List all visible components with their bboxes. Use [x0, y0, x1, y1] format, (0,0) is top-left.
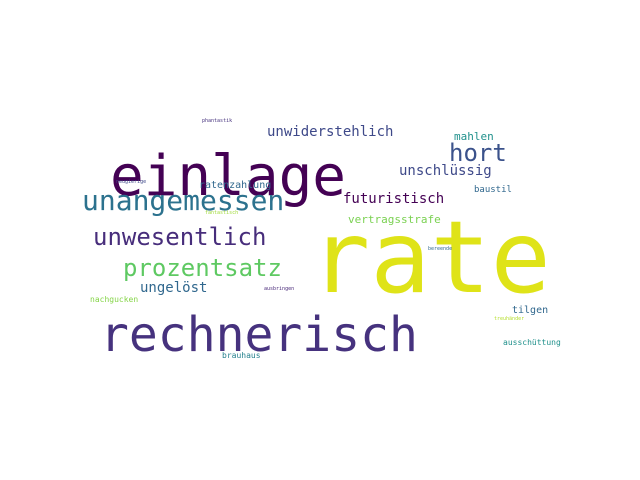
word-0: rate [310, 199, 551, 316]
word-5: prozentsatz [123, 254, 282, 282]
word-6: hort [449, 139, 507, 167]
word-3: unangemessen [82, 184, 284, 217]
word-19: fantastisch [205, 210, 238, 216]
word-22: phantastik [202, 118, 232, 124]
word-1: rechnerisch [100, 307, 418, 363]
word-12: mahlen [454, 130, 494, 143]
word-7: ungelöst [140, 280, 207, 296]
word-9: unwiderstehlich [267, 124, 393, 140]
word-21: ausbringen [264, 286, 294, 292]
word-8: futuristisch [343, 191, 444, 207]
word-20: treuhänder [494, 316, 524, 322]
word-23: neugierige [116, 179, 146, 185]
word-2: einlage [110, 144, 346, 209]
word-15: baustil [474, 185, 512, 195]
word-11: vertragsstrafe [348, 213, 441, 226]
word-17: brauhaus [222, 351, 261, 360]
word-14: tilgen [512, 305, 548, 316]
word-10: unschlüssig [399, 163, 492, 179]
word-4: unwesentlich [93, 223, 266, 251]
word-16: ausschüttung [503, 338, 561, 347]
word-13: ratenzahlung [199, 180, 271, 191]
word-18: nachgucken [90, 295, 138, 304]
word-24: bereende [428, 246, 452, 252]
